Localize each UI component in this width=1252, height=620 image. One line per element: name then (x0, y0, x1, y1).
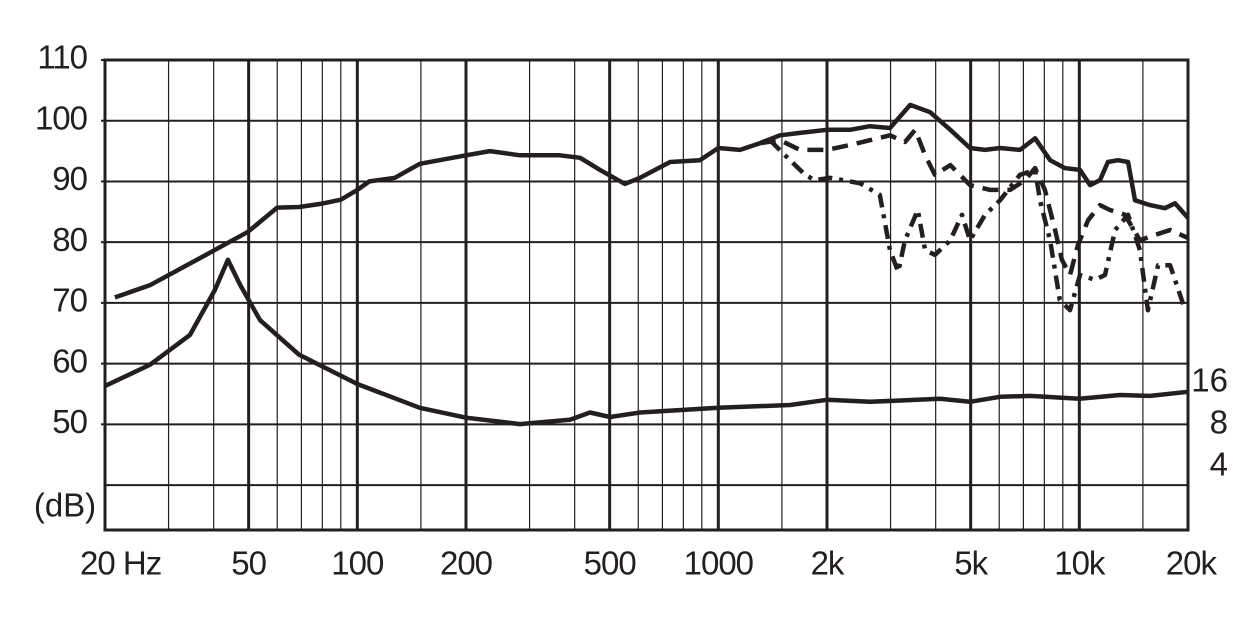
response-curve (104, 257, 1189, 427)
y-unit-label: (dB) (34, 487, 96, 524)
x-tick-label: 5k (954, 545, 988, 582)
x-tick-label: 1000 (684, 545, 754, 582)
x-tick-label: 2k (811, 545, 845, 582)
x-tick-label: 20k (1166, 545, 1218, 582)
x-tick-label: 10k (1054, 545, 1106, 582)
y2-tick-label: 8 (1210, 404, 1228, 441)
x-tick-label: 500 (584, 545, 637, 582)
y-tick-label: 50 (52, 403, 87, 440)
x-tick-label: 100 (331, 545, 384, 582)
plot-frame (103, 58, 1190, 532)
y-tick-label: 90 (52, 160, 87, 197)
x-tick-label: 200 (440, 545, 493, 582)
response-curve (768, 138, 1188, 313)
y-tick-label: 100 (35, 99, 88, 136)
y2-tick-label: 16 (1191, 362, 1228, 399)
x-tick-label: 50 (231, 545, 266, 582)
response-curve (759, 127, 1189, 278)
y-tick-label: 70 (52, 282, 87, 319)
y-tick-label: 110 (37, 39, 87, 76)
y-tick-label: 60 (52, 342, 87, 379)
y2-tick-label: 4 (1210, 446, 1228, 483)
y-tick-label: 80 (52, 221, 87, 258)
response-curve (114, 102, 1190, 300)
x-tick-label: 20 Hz (80, 545, 161, 582)
